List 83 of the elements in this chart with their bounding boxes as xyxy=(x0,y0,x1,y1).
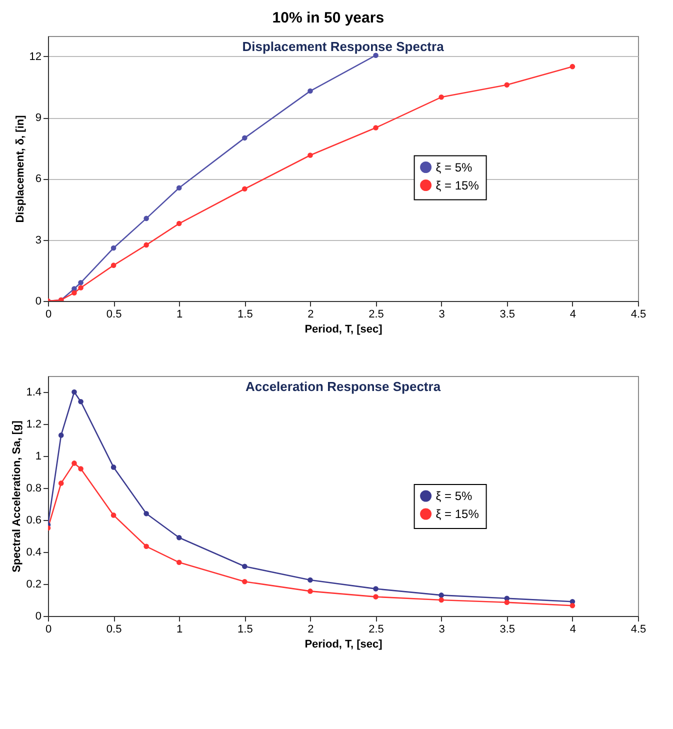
point xyxy=(176,560,182,566)
x-tick-label: 2 xyxy=(308,308,314,320)
point xyxy=(72,389,77,395)
point xyxy=(110,245,116,251)
x-tick-label: 1.5 xyxy=(238,308,253,320)
point xyxy=(438,597,444,603)
point xyxy=(176,185,182,191)
x-tick-label: 2 xyxy=(308,624,314,636)
point xyxy=(308,88,313,94)
point xyxy=(504,82,510,88)
x-tick-label: 0 xyxy=(45,624,52,636)
point xyxy=(78,466,84,472)
point xyxy=(242,135,248,141)
y-tick-label: 3 xyxy=(35,234,42,246)
chart-title: Acceleration Response Spectra xyxy=(245,379,442,394)
legend-label: ξ = 15% xyxy=(436,507,480,521)
chart-subtitle: Displacement Response Spectra xyxy=(242,39,445,54)
x-tick-label: 1.5 xyxy=(238,624,253,636)
y-tick-label: 9 xyxy=(35,112,42,124)
point xyxy=(373,594,378,600)
chart-title: 10% in 50 years xyxy=(272,10,384,26)
point xyxy=(144,544,149,550)
point xyxy=(438,94,444,100)
x-tick-label: 2.5 xyxy=(368,624,384,636)
point xyxy=(78,398,84,404)
legend-label: ξ = 15% xyxy=(436,178,480,192)
x-axis-title: Period, T, [sec] xyxy=(304,324,383,336)
x-tick-label: 0 xyxy=(45,308,52,320)
point xyxy=(373,125,378,130)
point xyxy=(438,592,444,598)
x-tick-label: 4 xyxy=(570,624,576,636)
point xyxy=(144,242,149,248)
y-tick-label: 6 xyxy=(35,173,42,186)
legend-label: ξ = 5% xyxy=(436,160,473,174)
legend-label: ξ = 5% xyxy=(436,489,473,503)
point xyxy=(308,588,313,594)
point xyxy=(308,152,313,158)
point xyxy=(242,578,248,584)
x-tick-label: 0.5 xyxy=(106,308,122,320)
point xyxy=(570,602,576,608)
point xyxy=(373,586,378,592)
y-axis-title: Spectral Acceleration, Sa, [g] xyxy=(11,420,24,572)
point xyxy=(78,280,84,286)
y-tick-label: 0 xyxy=(35,296,42,308)
y-tick-label: 0 xyxy=(35,610,42,622)
x-tick-label: 3 xyxy=(438,308,445,320)
x-tick-label: 3.5 xyxy=(500,624,516,636)
x-tick-label: 4 xyxy=(570,308,576,320)
y-tick-label: 1 xyxy=(35,450,42,462)
point xyxy=(570,64,576,70)
x-tick-label: 0.5 xyxy=(106,624,122,636)
x-tick-label: 4.5 xyxy=(630,308,646,320)
x-tick-label: 3.5 xyxy=(500,308,516,320)
x-tick-label: 4.5 xyxy=(630,624,646,636)
y-tick-label: 1.2 xyxy=(26,418,42,430)
x-axis-title: Period, T, [sec] xyxy=(304,638,383,650)
y-tick-label: 0.6 xyxy=(26,514,42,526)
point xyxy=(504,600,510,606)
point xyxy=(78,285,84,290)
point xyxy=(110,512,116,518)
y-axis-title: Displacement, δ, [in] xyxy=(14,114,26,223)
point xyxy=(176,220,182,226)
point xyxy=(110,262,116,268)
y-tick-label: 0.4 xyxy=(26,546,42,558)
y-tick-label: 12 xyxy=(29,50,42,63)
point xyxy=(242,186,248,192)
point xyxy=(72,290,77,296)
point xyxy=(72,460,77,466)
point xyxy=(58,480,64,486)
point xyxy=(110,464,116,470)
x-tick-label: 1 xyxy=(176,308,183,320)
y-tick-label: 1.4 xyxy=(26,386,42,398)
point xyxy=(58,432,64,438)
y-tick-label: 0.8 xyxy=(26,482,42,494)
point xyxy=(308,577,313,583)
point xyxy=(144,510,149,516)
x-tick-label: 2.5 xyxy=(368,308,384,320)
point xyxy=(242,564,248,570)
point xyxy=(176,534,182,540)
x-tick-label: 3 xyxy=(438,624,445,636)
x-tick-label: 1 xyxy=(176,624,183,636)
point xyxy=(144,216,149,222)
y-tick-label: 0.2 xyxy=(26,578,42,590)
